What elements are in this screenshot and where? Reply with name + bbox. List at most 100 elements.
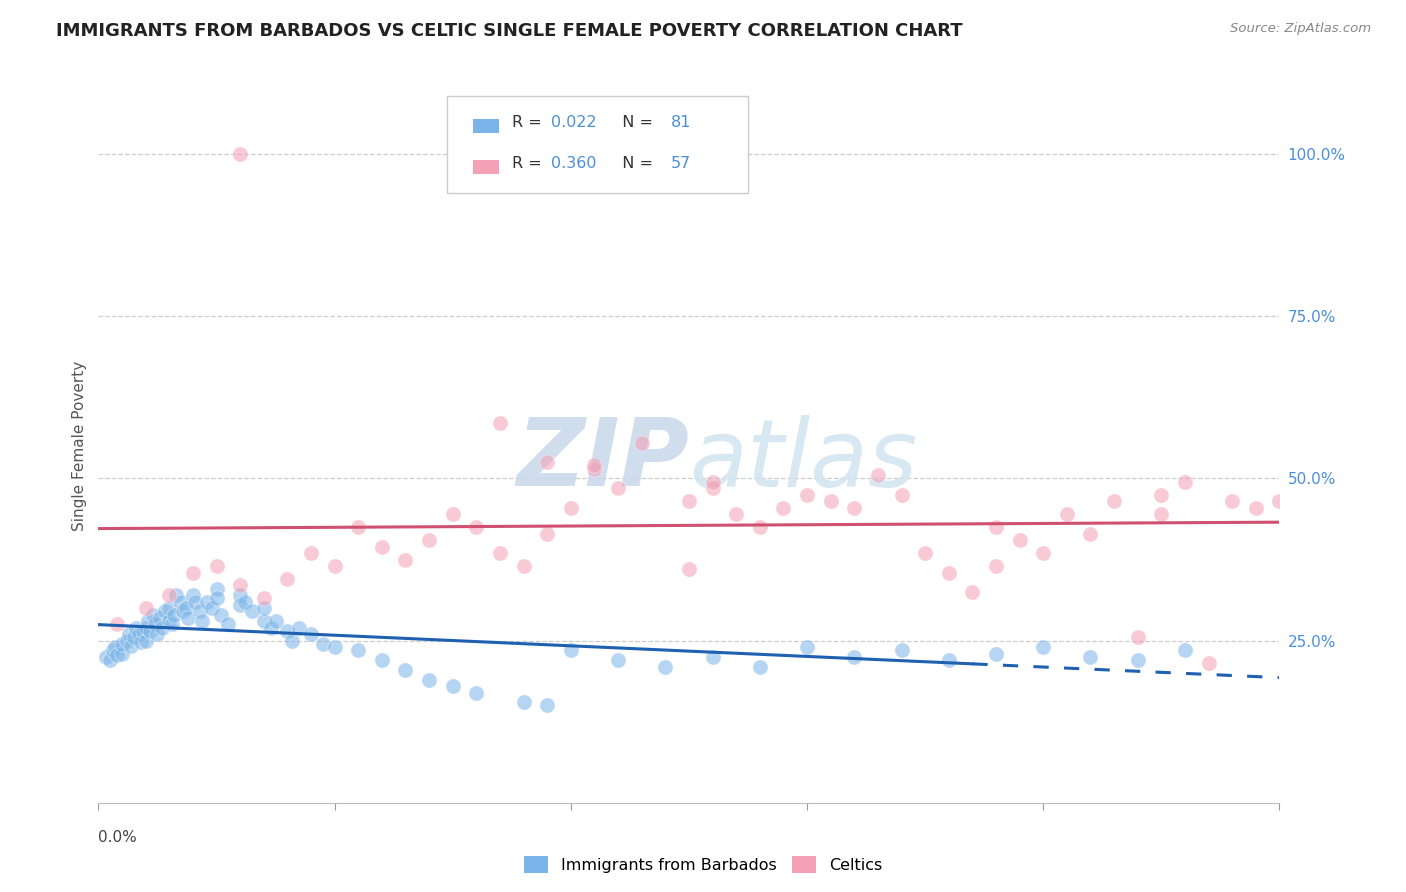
Point bbox=[281, 633, 304, 648]
Point bbox=[678, 562, 700, 576]
Point bbox=[938, 653, 960, 667]
Point bbox=[678, 494, 700, 508]
Point bbox=[1268, 494, 1291, 508]
Point bbox=[101, 643, 124, 657]
Point bbox=[844, 500, 866, 515]
Text: Source: ZipAtlas.com: Source: ZipAtlas.com bbox=[1230, 22, 1371, 36]
Text: IMMIGRANTS FROM BARBADOS VS CELTIC SINGLE FEMALE POVERTY CORRELATION CHART: IMMIGRANTS FROM BARBADOS VS CELTIC SINGL… bbox=[56, 22, 963, 40]
Point bbox=[820, 494, 842, 508]
Point bbox=[312, 637, 335, 651]
Point bbox=[772, 500, 794, 515]
Point bbox=[347, 520, 370, 534]
Point bbox=[394, 552, 416, 566]
Point bbox=[1244, 500, 1267, 515]
Point bbox=[630, 435, 652, 450]
Point bbox=[583, 461, 606, 475]
Point bbox=[135, 621, 157, 635]
Point bbox=[217, 617, 239, 632]
Point bbox=[489, 417, 512, 431]
Point bbox=[253, 601, 276, 615]
Text: atlas: atlas bbox=[689, 415, 917, 506]
Point bbox=[1198, 657, 1220, 671]
Point bbox=[160, 617, 183, 632]
Point bbox=[1080, 526, 1102, 541]
FancyBboxPatch shape bbox=[447, 96, 748, 193]
Point bbox=[132, 624, 155, 638]
Point bbox=[441, 507, 464, 521]
Point bbox=[94, 649, 117, 664]
Point bbox=[489, 546, 512, 560]
Point bbox=[122, 631, 145, 645]
Point bbox=[149, 611, 172, 625]
Point bbox=[181, 566, 204, 580]
Point bbox=[536, 698, 558, 713]
Point bbox=[371, 653, 394, 667]
FancyBboxPatch shape bbox=[472, 161, 499, 174]
Point bbox=[323, 559, 346, 574]
Legend: Immigrants from Barbados, Celtics: Immigrants from Barbados, Celtics bbox=[517, 849, 889, 880]
Point bbox=[104, 640, 127, 654]
Point bbox=[146, 627, 169, 641]
Point bbox=[984, 559, 1007, 574]
Point bbox=[142, 607, 165, 622]
Point bbox=[844, 649, 866, 664]
Point bbox=[702, 475, 724, 489]
Text: R =: R = bbox=[512, 156, 547, 171]
Point bbox=[98, 653, 121, 667]
Point bbox=[441, 679, 464, 693]
Point bbox=[105, 617, 128, 632]
Point bbox=[288, 621, 311, 635]
Point bbox=[418, 533, 440, 547]
Point bbox=[1174, 475, 1197, 489]
Point bbox=[201, 601, 224, 615]
Point bbox=[229, 147, 252, 161]
Point bbox=[347, 643, 370, 657]
Point bbox=[1080, 649, 1102, 664]
Point bbox=[1126, 631, 1149, 645]
Point bbox=[129, 635, 152, 649]
Point bbox=[135, 633, 157, 648]
Point bbox=[938, 566, 960, 580]
Point bbox=[512, 559, 534, 574]
Point bbox=[1150, 507, 1173, 521]
Point bbox=[111, 637, 134, 651]
Point bbox=[205, 591, 228, 606]
Point bbox=[205, 559, 228, 574]
Point bbox=[1032, 640, 1054, 654]
Point bbox=[725, 507, 748, 521]
Text: N =: N = bbox=[612, 115, 658, 130]
Point bbox=[299, 546, 322, 560]
Point bbox=[984, 520, 1007, 534]
Point bbox=[139, 624, 162, 638]
Point bbox=[253, 591, 276, 606]
Point bbox=[1008, 533, 1031, 547]
Point bbox=[276, 624, 298, 638]
Point bbox=[1126, 653, 1149, 667]
Point bbox=[233, 595, 256, 609]
Point bbox=[536, 526, 558, 541]
Point bbox=[253, 614, 276, 628]
Point bbox=[536, 455, 558, 469]
Point bbox=[607, 653, 630, 667]
Point bbox=[111, 647, 134, 661]
Text: R =: R = bbox=[512, 115, 547, 130]
Point bbox=[560, 500, 582, 515]
Point bbox=[125, 621, 148, 635]
Point bbox=[984, 647, 1007, 661]
Point bbox=[1174, 643, 1197, 657]
Point bbox=[181, 588, 204, 602]
Point bbox=[105, 648, 128, 662]
Point bbox=[264, 614, 287, 628]
Point bbox=[748, 659, 770, 673]
Point bbox=[962, 585, 984, 599]
Point bbox=[1220, 494, 1243, 508]
Point bbox=[115, 633, 138, 648]
Point bbox=[165, 588, 187, 602]
Text: 81: 81 bbox=[671, 115, 692, 130]
Point bbox=[914, 546, 936, 560]
Point bbox=[136, 614, 159, 628]
Point bbox=[748, 520, 770, 534]
Point bbox=[323, 640, 346, 654]
Text: ZIP: ZIP bbox=[516, 414, 689, 507]
Point bbox=[240, 604, 263, 618]
